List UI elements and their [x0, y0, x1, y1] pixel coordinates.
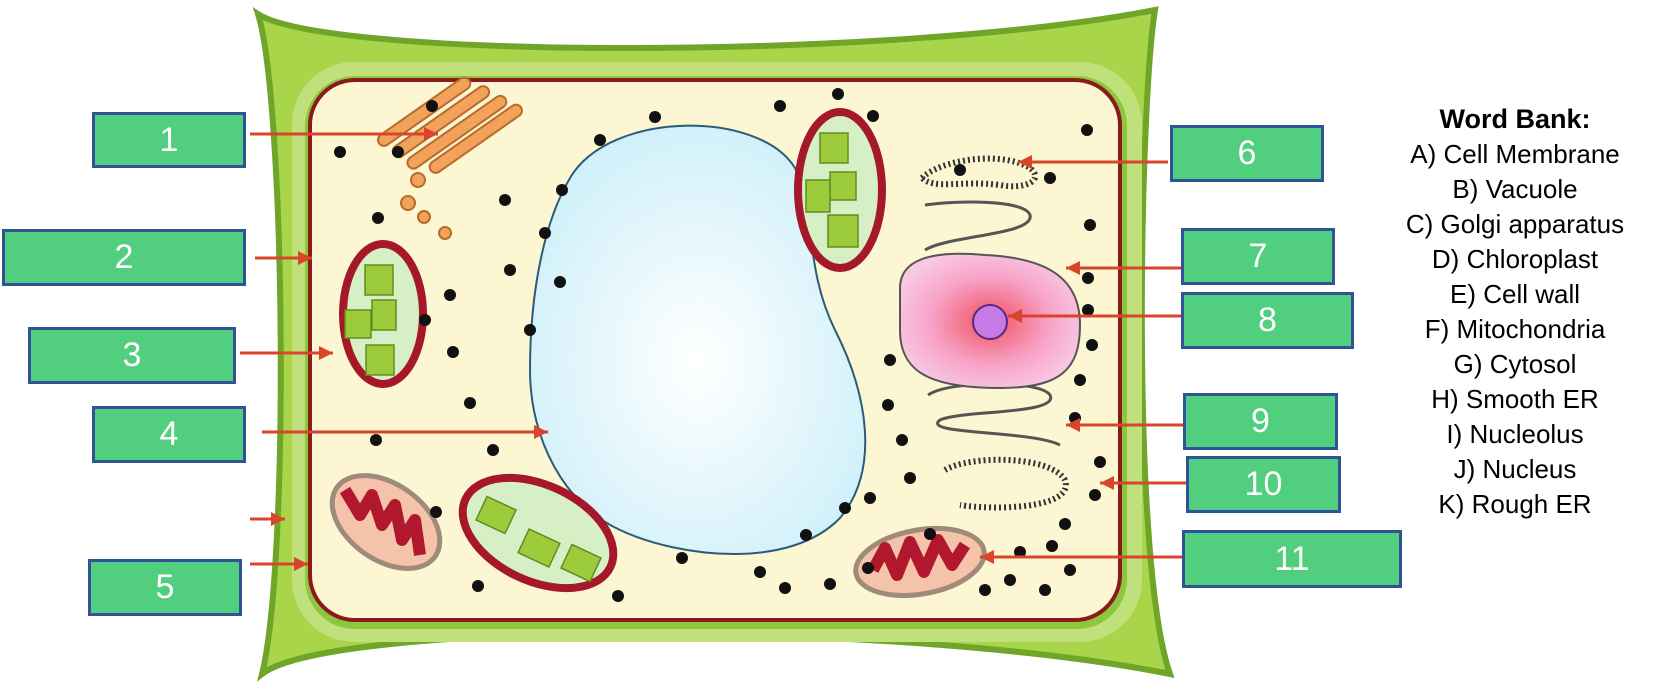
word-bank-item: G) Cytosol — [1453, 349, 1577, 379]
word-bank-item: J) Nucleus — [1453, 454, 1577, 484]
label-box-11[interactable]: 11 — [1182, 530, 1402, 588]
label-box-6[interactable]: 6 — [1170, 125, 1324, 182]
label-box-4[interactable]: 4 — [92, 406, 246, 463]
label-box-1[interactable]: 1 — [92, 112, 246, 168]
word-bank-item: C) Golgi apparatus — [1405, 209, 1625, 239]
label-arrows — [240, 127, 1186, 571]
label-box-3[interactable]: 3 — [28, 327, 236, 384]
word-bank-item: A) Cell Membrane — [1410, 139, 1620, 169]
word-bank-item: B) Vacuole — [1452, 174, 1578, 204]
label-box-5[interactable]: 5 — [88, 559, 242, 616]
chloroplast-shape — [339, 108, 886, 593]
word-bank-item: D) Chloroplast — [1431, 244, 1599, 274]
vacuole-shape — [528, 124, 867, 555]
label-box-2[interactable]: 2 — [2, 229, 246, 286]
word-bank-item: H) Smooth ER — [1431, 384, 1599, 414]
word-bank-title: Word Bank: — [1439, 104, 1591, 134]
label-box-9[interactable]: 9 — [1183, 393, 1338, 450]
word-bank-item: K) Rough ER — [1438, 489, 1592, 519]
ribosome-dots — [334, 88, 1106, 602]
label-box-8[interactable]: 8 — [1181, 292, 1354, 349]
mitochondria-shape — [329, 473, 987, 598]
golgi-shape — [376, 76, 523, 240]
label-box-10[interactable]: 10 — [1186, 456, 1341, 513]
word-bank-item: I) Nucleolus — [1446, 419, 1584, 449]
word-bank: Word Bank: A) Cell Membrane B) Vacuole C… — [1380, 102, 1650, 522]
label-box-7[interactable]: 7 — [1181, 228, 1335, 285]
word-bank-item: E) Cell wall — [1449, 279, 1581, 309]
nucleolus-shape — [972, 304, 1008, 340]
word-bank-item: F) Mitochondria — [1424, 314, 1606, 344]
